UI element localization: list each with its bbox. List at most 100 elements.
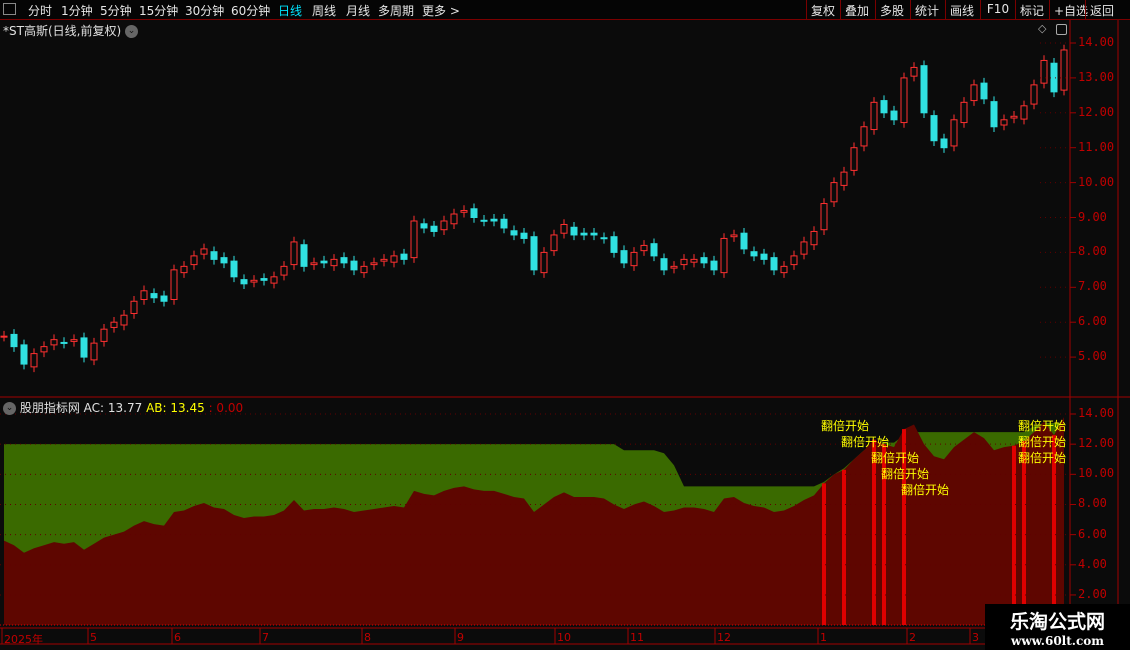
candle-body <box>330 258 338 267</box>
candle-body <box>650 243 658 257</box>
indicator-tick-label: 14.00 <box>1078 406 1115 420</box>
candle-body <box>440 220 448 231</box>
month-label: 8 <box>364 631 371 644</box>
candle-body <box>780 265 788 274</box>
candle-body <box>950 119 958 147</box>
candle-body <box>720 237 728 274</box>
mark-button[interactable]: 标记 <box>1015 0 1048 20</box>
multi-stock-button[interactable]: 多股 <box>875 0 908 20</box>
signal-label: 翻倍开始 <box>1018 434 1066 449</box>
candle-body <box>100 328 108 342</box>
candle-body <box>810 230 818 246</box>
layout-toggle-icon[interactable] <box>3 3 16 15</box>
period-daily[interactable]: 日线 <box>278 4 303 18</box>
candle-body <box>910 66 918 77</box>
candle-body <box>690 258 698 263</box>
indicator-tick-label: 4.00 <box>1078 556 1107 571</box>
candle-body <box>830 182 838 203</box>
signal-label: 翻倍开始 <box>871 450 919 465</box>
price-tick-label: 7.00 <box>1078 279 1107 294</box>
candle-body <box>890 110 898 121</box>
back-button[interactable]: 返回 <box>1085 0 1118 20</box>
candle-body <box>400 253 408 260</box>
candle-body <box>140 290 148 301</box>
panel-toggle-icon[interactable] <box>1056 24 1067 35</box>
candle-body <box>20 344 28 365</box>
candle-body <box>130 300 138 314</box>
candle-body <box>820 203 828 231</box>
candle-body <box>390 255 398 263</box>
logo-url: www.60lt.com <box>1011 634 1104 648</box>
period-1min[interactable]: 1分钟 <box>61 4 93 18</box>
candle-body <box>520 232 528 239</box>
candle-body <box>660 258 668 271</box>
candle-body <box>1030 84 1038 105</box>
period-fenshi[interactable]: 分时 <box>28 4 53 18</box>
more-menu[interactable]: 更多 > <box>422 4 460 18</box>
price-tick-label: 11.00 <box>1078 139 1115 154</box>
candle-body <box>710 260 718 271</box>
candle-body <box>1000 119 1008 126</box>
period-30min[interactable]: 30分钟 <box>185 4 225 18</box>
candle-body <box>310 262 318 266</box>
candle-body <box>210 251 218 260</box>
month-label: 9 <box>457 631 464 644</box>
period-15min[interactable]: 15分钟 <box>139 4 179 18</box>
candle-body <box>1050 62 1058 93</box>
candle-body <box>570 226 578 236</box>
f10-button[interactable]: F10 <box>980 0 1015 20</box>
chevron-down-icon[interactable]: ⌄ <box>3 402 16 415</box>
candle-body <box>30 353 38 368</box>
overlay-button[interactable]: 叠加 <box>840 0 873 20</box>
candle-body <box>160 295 168 302</box>
month-label: 2025年 <box>4 633 43 646</box>
candle-body <box>170 269 178 301</box>
candle-body <box>670 265 678 269</box>
candle-body <box>1060 49 1068 91</box>
candle-body <box>920 65 928 114</box>
candle-body <box>580 232 588 236</box>
signal-bar <box>822 483 826 625</box>
chevron-down-icon[interactable]: ⌄ <box>124 25 138 38</box>
extra-value: : 0.00 <box>208 401 244 415</box>
period-monthly[interactable]: 月线 <box>346 4 371 18</box>
signal-bar <box>1012 445 1016 625</box>
candle-body <box>280 265 288 276</box>
candle-body <box>430 225 438 232</box>
candle-body <box>490 218 498 222</box>
candle-body <box>360 265 368 274</box>
candle-body <box>1020 105 1028 120</box>
ab-value: AB: 13.45 <box>146 401 205 415</box>
statistics-button[interactable]: 统计 <box>910 0 943 20</box>
period-60min[interactable]: 60分钟 <box>231 4 271 18</box>
period-5min[interactable]: 5分钟 <box>100 4 132 18</box>
month-label: 5 <box>90 631 97 644</box>
restore-rights-button[interactable]: 复权 <box>806 0 839 20</box>
candle-body <box>120 314 128 326</box>
price-tick-label: 14.00 <box>1078 35 1115 49</box>
price-tick-label: 12.00 <box>1078 104 1115 119</box>
signal-bar <box>1052 435 1056 625</box>
candle-body <box>70 339 78 342</box>
candle-body <box>420 223 428 229</box>
candle-body <box>700 257 708 264</box>
candle-body <box>500 218 508 229</box>
signal-label: 翻倍开始 <box>881 466 929 481</box>
indicator-tick-label: 2.00 <box>1078 586 1107 601</box>
candle-body <box>560 223 568 234</box>
period-weekly[interactable]: 周线 <box>312 4 337 18</box>
logo-name: 乐淘公式网 <box>1009 611 1105 633</box>
month-label: 7 <box>262 631 269 644</box>
add-watchlist-button[interactable]: +自选 <box>1049 0 1092 20</box>
price-tick-label: 10.00 <box>1078 174 1115 189</box>
indicator-tick-label: 6.00 <box>1078 526 1107 541</box>
indicator-name: 股朋指标网 <box>19 401 80 415</box>
price-tick-label: 5.00 <box>1078 349 1107 364</box>
month-label: 12 <box>717 631 731 644</box>
draw-line-button[interactable]: 画线 <box>945 0 978 20</box>
period-multi[interactable]: 多周期 <box>378 4 415 18</box>
month-label: 11 <box>630 631 644 644</box>
diamond-icon[interactable]: ◇ <box>1038 22 1047 35</box>
indicator-header: ⌄ 股朋指标网 AC: 13.77 AB: 13.45 : 0.00 <box>3 399 243 416</box>
